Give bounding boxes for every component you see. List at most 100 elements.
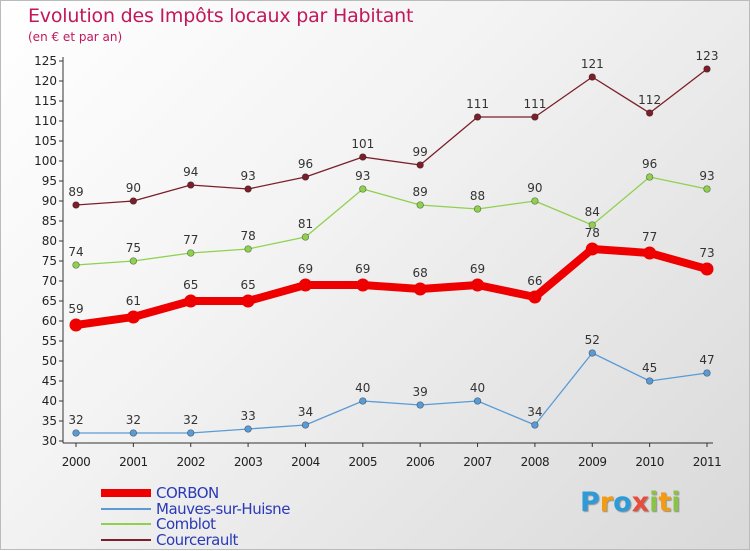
data-point — [588, 349, 596, 357]
data-label: 73 — [699, 246, 714, 260]
data-label: 77 — [642, 230, 657, 244]
logo-letter: i — [649, 487, 659, 518]
data-point — [301, 421, 310, 429]
legend-item: Comblot — [101, 515, 361, 533]
data-label: 121 — [581, 57, 604, 71]
legend-item: CORBON — [101, 484, 361, 502]
data-label: 39 — [413, 385, 428, 399]
data-point — [187, 249, 195, 257]
legend-label: CORBON — [156, 484, 219, 502]
data-point — [187, 429, 195, 437]
data-point — [244, 185, 252, 193]
data-point — [129, 197, 138, 205]
data-label: 101 — [351, 137, 374, 151]
series-line — [76, 352, 708, 434]
legend-item: Mauves-sur-Huisne — [101, 500, 361, 518]
legend-swatch — [101, 489, 151, 497]
y-tick-label: 35 — [42, 414, 57, 428]
data-point — [413, 282, 427, 296]
data-point — [69, 318, 83, 332]
x-tick-label: 2002 — [176, 455, 205, 469]
data-label: 45 — [642, 361, 657, 375]
data-label: 75 — [126, 241, 141, 255]
y-tick-label: 75 — [42, 254, 57, 268]
y-tick-label: 70 — [42, 274, 57, 288]
x-tick-label: 2001 — [119, 455, 148, 469]
data-label: 61 — [126, 294, 141, 308]
data-label: 93 — [699, 169, 714, 183]
y-tick-label: 45 — [42, 374, 57, 388]
y-tick-label: 125 — [34, 54, 57, 68]
proxiti-logo: Proxiti — [580, 487, 681, 518]
logo-letter: P — [580, 487, 600, 518]
data-label: 88 — [470, 189, 485, 203]
y-tick-label: 85 — [42, 214, 57, 228]
series-line — [75, 68, 708, 206]
series-mauves-sur-huisne: 32 32 32 33 34 40 39 40 34 52 45 47 — [68, 333, 715, 437]
y-tick-label: 65 — [42, 294, 57, 308]
x-tick-label: 2005 — [349, 455, 378, 469]
x-tick-label: 2007 — [463, 455, 492, 469]
x-tick-label: 2000 — [62, 455, 91, 469]
x-tick-label: 2003 — [234, 455, 263, 469]
data-point — [531, 113, 539, 121]
y-tick-label: 120 — [34, 74, 57, 88]
y-tick-label: 55 — [42, 334, 57, 348]
data-label: 77 — [183, 233, 198, 247]
data-label: 93 — [355, 169, 370, 183]
data-point — [244, 245, 252, 253]
legend-swatch — [101, 523, 151, 525]
data-label: 34 — [298, 405, 313, 419]
y-tick-label: 80 — [42, 234, 57, 248]
data-point — [416, 401, 424, 409]
data-point — [298, 278, 312, 292]
data-point — [187, 181, 195, 189]
axes: 30 35 40 45 50 55 60 65 70 75 80 85 90 95 100 105 110 115… — [34, 54, 722, 469]
series-line — [75, 245, 709, 329]
data-point — [645, 173, 654, 181]
data-label: 111 — [466, 97, 489, 111]
series-layer: 32 32 32 33 34 40 39 40 34 52 45 47 74 75 77 78 81 93 89 88… — [68, 49, 718, 437]
data-label: 40 — [355, 381, 370, 395]
data-label: 89 — [413, 185, 428, 199]
data-label: 94 — [183, 165, 198, 179]
legend: CORBON Mauves-sur-Huisne Comblot Courceraul… — [101, 484, 361, 549]
data-point — [356, 278, 370, 292]
y-tick-label: 40 — [42, 394, 57, 408]
data-label: 32 — [183, 413, 198, 427]
data-point — [184, 294, 198, 308]
data-point — [72, 201, 80, 209]
series-corbon: 59 61 65 65 69 69 68 69 66 78 77 73 — [68, 226, 715, 332]
data-point — [703, 369, 711, 377]
data-label: 69 — [470, 262, 485, 276]
data-point — [241, 294, 255, 308]
data-point — [528, 290, 542, 304]
data-point — [359, 397, 367, 405]
data-label: 68 — [413, 266, 428, 280]
data-label: 93 — [240, 169, 255, 183]
data-point — [416, 201, 424, 209]
data-point — [129, 429, 138, 437]
data-label: 34 — [527, 405, 542, 419]
x-tick-label: 2006 — [406, 455, 435, 469]
legend-label: Comblot — [156, 515, 216, 533]
data-label: 96 — [298, 157, 313, 171]
data-point — [645, 377, 654, 385]
data-point — [359, 185, 367, 193]
data-label: 96 — [642, 157, 657, 171]
legend-item: Courcerault — [101, 531, 361, 549]
data-point — [643, 246, 657, 260]
y-tick-label: 95 — [42, 174, 57, 188]
chart-subtitle: (en € et par an) — [28, 30, 123, 44]
data-label: 66 — [527, 274, 542, 288]
data-point — [129, 257, 138, 265]
data-label: 47 — [699, 353, 714, 367]
legend-swatch — [101, 538, 151, 541]
data-point — [416, 161, 424, 169]
data-label: 32 — [126, 413, 141, 427]
data-point — [703, 65, 711, 73]
y-tick-label: 115 — [34, 94, 57, 108]
data-point — [531, 197, 539, 205]
data-point — [700, 262, 714, 276]
